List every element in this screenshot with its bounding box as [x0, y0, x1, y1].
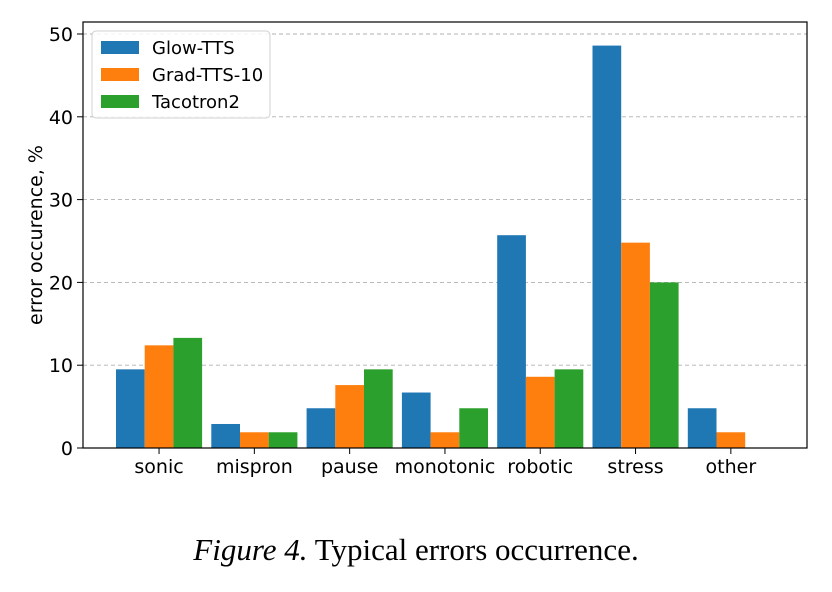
bar-tacotron2-monotonic	[459, 408, 488, 448]
bar-grad-tts-10-mispron	[240, 432, 269, 448]
bar-glow-tts-sonic	[116, 369, 145, 448]
bar-grad-tts-10-robotic	[525, 376, 555, 448]
legend: Glow-TTS Grad-TTS-10 Tacotron2	[91, 30, 271, 119]
bar-glow-tts-stress	[592, 45, 622, 448]
y-tick-label: 10	[49, 355, 73, 377]
bar-grad-tts-10-monotonic	[430, 432, 460, 448]
bar-tacotron2-mispron	[268, 432, 298, 448]
figure-caption: Figure 4. Typical errors occurrence.	[0, 532, 832, 568]
legend-label: Glow-TTS	[152, 38, 235, 59]
y-tick-label: 30	[49, 190, 73, 212]
bar-tacotron2-sonic	[173, 337, 203, 448]
x-tick-label: sonic	[134, 456, 183, 478]
x-tick-label: mispron	[216, 456, 293, 478]
caption-label: Figure 4.	[193, 532, 308, 567]
caption-text: Typical errors occurrence.	[314, 532, 639, 567]
legend-swatch	[101, 68, 139, 81]
bar-glow-tts-pause	[306, 408, 336, 448]
x-tick-label: pause	[321, 456, 378, 478]
y-tick-label: 50	[49, 24, 73, 46]
bar-grad-tts-10-pause	[335, 385, 364, 448]
y-tick-label: 0	[61, 438, 73, 460]
bar-tacotron2-robotic	[554, 369, 584, 448]
x-axis-ticks: sonic mispron pause monotonic robotic stress o…	[134, 448, 756, 478]
bars	[116, 45, 746, 448]
bar-glow-tts-other	[687, 408, 717, 448]
x-tick-label: monotonic	[395, 456, 496, 478]
y-tick-label: 40	[49, 107, 73, 129]
bar-tacotron2-pause	[364, 369, 393, 448]
bar-glow-tts-mispron	[211, 423, 240, 448]
x-tick-label: stress	[607, 456, 663, 478]
bar-glow-tts-monotonic	[401, 392, 431, 448]
y-axis-ticks: 0 10 20 30 40 50	[49, 24, 83, 460]
legend-label: Tacotron2	[151, 92, 240, 113]
legend-swatch	[101, 41, 139, 54]
y-axis-label: error occurence, %	[25, 145, 47, 325]
bar-tacotron2-stress	[649, 282, 679, 448]
x-tick-label: robotic	[507, 456, 573, 478]
bar-grad-tts-10-stress	[621, 242, 650, 448]
bar-glow-tts-robotic	[497, 235, 526, 448]
bar-grad-tts-10-sonic	[144, 345, 174, 448]
legend-label: Grad-TTS-10	[152, 65, 263, 86]
x-tick-label: other	[706, 456, 757, 478]
legend-swatch	[101, 95, 139, 108]
y-tick-label: 20	[49, 272, 73, 294]
bar-grad-tts-10-other	[716, 432, 746, 448]
